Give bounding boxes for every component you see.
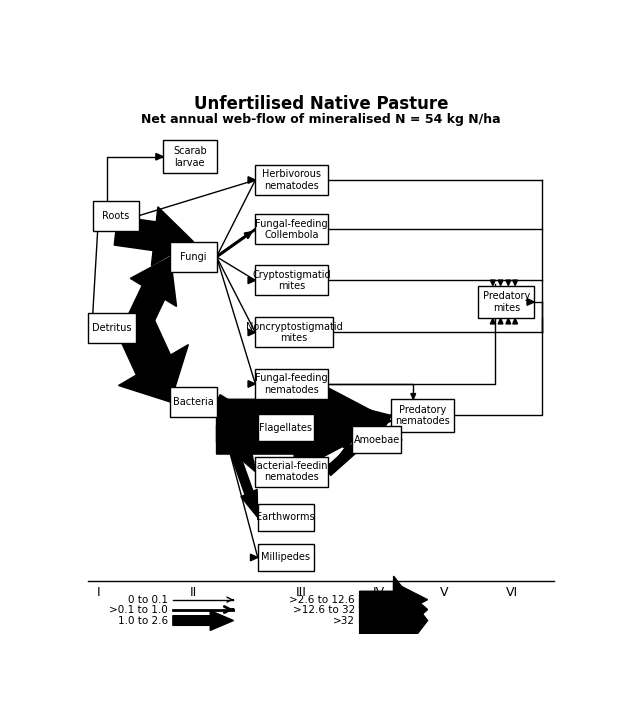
Text: Predatory
mites: Predatory mites: [483, 291, 530, 313]
Text: Flagellates: Flagellates: [259, 422, 312, 433]
Bar: [255, 456, 328, 487]
Polygon shape: [490, 318, 495, 324]
Text: Detritus: Detritus: [93, 323, 132, 333]
Text: 1.0 to 2.6: 1.0 to 2.6: [118, 615, 168, 626]
Text: Earthworms: Earthworms: [256, 513, 315, 523]
Bar: [258, 544, 314, 570]
Polygon shape: [312, 417, 352, 450]
Polygon shape: [506, 280, 511, 286]
Bar: [255, 369, 328, 399]
Bar: [258, 414, 314, 441]
Polygon shape: [359, 580, 428, 639]
Polygon shape: [118, 318, 188, 402]
Polygon shape: [527, 299, 534, 305]
Polygon shape: [248, 329, 255, 336]
Bar: [170, 387, 217, 417]
Polygon shape: [248, 177, 255, 183]
Text: VI: VI: [506, 586, 518, 599]
Text: Scarab
larvae: Scarab larvae: [173, 146, 207, 167]
Polygon shape: [506, 318, 511, 324]
Polygon shape: [156, 153, 163, 160]
Bar: [258, 504, 314, 530]
Polygon shape: [125, 257, 177, 335]
Polygon shape: [213, 400, 258, 518]
Text: >2.6 to 12.6: >2.6 to 12.6: [289, 595, 355, 604]
Bar: [255, 266, 328, 295]
Polygon shape: [498, 318, 503, 324]
Bar: [163, 140, 217, 173]
Polygon shape: [248, 277, 255, 283]
Bar: [352, 426, 401, 453]
Polygon shape: [173, 611, 233, 630]
Text: Fungal-feeding
nematodes: Fungal-feeding nematodes: [255, 373, 328, 394]
Bar: [255, 214, 328, 244]
Polygon shape: [411, 394, 416, 399]
Polygon shape: [217, 377, 391, 466]
Polygon shape: [213, 394, 258, 430]
Bar: [255, 165, 328, 195]
Text: I: I: [97, 586, 100, 599]
Text: Amoebae: Amoebae: [354, 434, 400, 444]
Text: >32: >32: [333, 615, 355, 626]
Bar: [170, 241, 217, 272]
Text: V: V: [440, 586, 449, 599]
Polygon shape: [217, 410, 352, 469]
Polygon shape: [250, 554, 258, 561]
Text: IV: IV: [373, 586, 385, 599]
Polygon shape: [326, 416, 391, 476]
Polygon shape: [513, 318, 518, 324]
Text: Predatory
nematodes: Predatory nematodes: [396, 404, 450, 426]
Text: Millipedes: Millipedes: [261, 553, 310, 562]
Bar: [88, 313, 136, 343]
Text: Net annual web-flow of mineralised N = 54 kg N/ha: Net annual web-flow of mineralised N = 5…: [141, 113, 501, 126]
Text: Herbivorous
nematodes: Herbivorous nematodes: [262, 169, 321, 191]
Polygon shape: [115, 206, 193, 266]
Bar: [255, 318, 333, 347]
Text: Noncryptostigmatid
mites: Noncryptostigmatid mites: [246, 322, 342, 343]
Text: 0 to 0.1: 0 to 0.1: [128, 595, 168, 604]
Text: Cryptostigmatid
mites: Cryptostigmatid mites: [252, 270, 331, 291]
Polygon shape: [359, 582, 428, 617]
Text: II: II: [190, 586, 197, 599]
Text: Bacterial-feeding
nematodes: Bacterial-feeding nematodes: [250, 461, 334, 483]
Text: >0.1 to 1.0: >0.1 to 1.0: [110, 604, 168, 614]
Polygon shape: [213, 399, 255, 471]
Text: Roots: Roots: [102, 211, 130, 221]
Polygon shape: [498, 280, 503, 286]
Polygon shape: [313, 409, 391, 432]
Text: Unfertilised Native Pasture: Unfertilised Native Pasture: [193, 95, 448, 113]
Polygon shape: [248, 381, 255, 387]
Text: III: III: [296, 586, 307, 599]
Bar: [93, 201, 139, 231]
Bar: [391, 399, 454, 432]
Polygon shape: [513, 280, 518, 286]
Bar: [478, 286, 534, 318]
Polygon shape: [359, 576, 428, 665]
Text: Fungi: Fungi: [180, 252, 207, 262]
Text: Fungal-feeding
Collembola: Fungal-feeding Collembola: [255, 219, 328, 240]
Text: Bacteria: Bacteria: [173, 397, 214, 407]
Text: >12.6 to 32: >12.6 to 32: [292, 604, 355, 614]
Polygon shape: [490, 280, 495, 286]
